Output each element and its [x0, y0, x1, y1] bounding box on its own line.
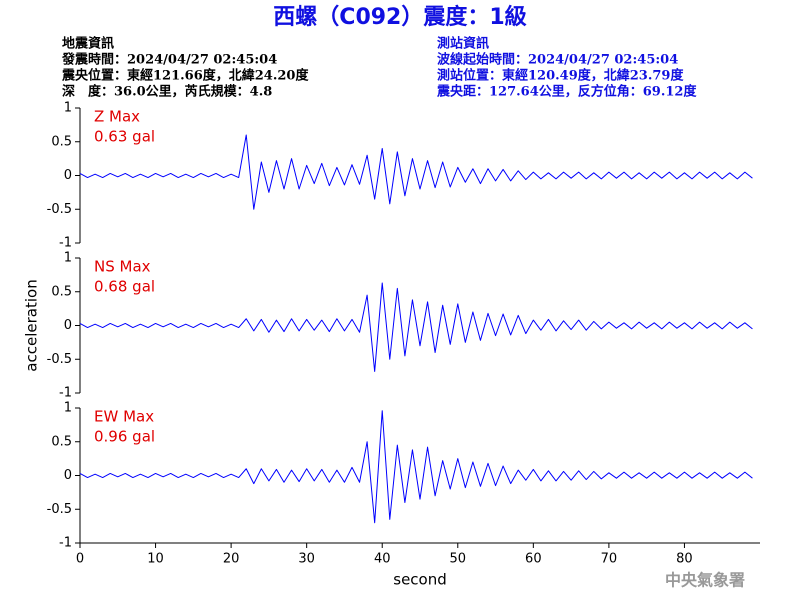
max-annotation: 0.68 gal [94, 278, 155, 296]
y-tick-label: 0.5 [51, 134, 72, 149]
x-tick-label: 60 [525, 552, 542, 567]
y-tick-label: 0.5 [51, 284, 72, 299]
x-tick-label: 10 [147, 552, 164, 567]
y-tick-label: -1 [59, 386, 72, 401]
y-tick-label: -0.5 [47, 352, 72, 367]
waveform [79, 410, 753, 524]
x-axis-label: second [393, 571, 447, 589]
credit: 中央氣象署 [665, 571, 745, 590]
max-annotation: NS Max [94, 258, 151, 276]
x-tick-label: 70 [601, 552, 618, 567]
y-tick-label: -1 [59, 236, 72, 251]
waveform [79, 282, 753, 372]
x-tick-label: 0 [76, 552, 84, 567]
x-tick-label: 30 [298, 552, 315, 567]
y-tick-label: 1 [64, 251, 72, 266]
max-annotation: Z Max [94, 108, 140, 126]
max-annotation: 0.96 gal [94, 428, 155, 446]
info-left: 地震資訊 [62, 36, 114, 52]
info-left: 深 度：36.0公里，芮氏規模：4.8 [62, 84, 272, 100]
y-tick-label: 0.5 [51, 434, 72, 449]
y-tick-label: 0 [64, 468, 72, 483]
x-tick-label: 50 [450, 552, 467, 567]
info-left: 震央位置：東經121.66度，北緯24.20度 [61, 68, 309, 84]
info-left: 發震時間：2024/04/27 02:45:04 [61, 52, 277, 68]
info-right: 波線起始時間：2024/04/27 02:45:04 [437, 52, 678, 68]
info-right: 測站位置：東經120.49度，北緯23.79度 [437, 68, 684, 84]
x-tick-label: 40 [374, 552, 391, 567]
chart-title: 西螺（C092）震度：1級 [273, 4, 526, 30]
info-right: 震央距：127.64公里，反方位角：69.12度 [436, 84, 697, 100]
y-tick-label: -0.5 [47, 502, 72, 517]
y-tick-label: 1 [64, 401, 72, 416]
y-tick-label: 0 [64, 168, 72, 183]
y-tick-label: 0 [64, 318, 72, 333]
y-tick-label: 1 [64, 101, 72, 116]
x-tick-label: 80 [676, 552, 693, 567]
max-annotation: EW Max [94, 408, 154, 426]
max-annotation: 0.63 gal [94, 128, 155, 146]
info-right: 測站資訊 [437, 36, 489, 52]
waveform [79, 134, 753, 210]
y-axis-label: acceleration [23, 279, 41, 371]
y-tick-label: -1 [59, 536, 72, 551]
y-tick-label: -0.5 [47, 202, 72, 217]
x-tick-label: 20 [223, 552, 240, 567]
